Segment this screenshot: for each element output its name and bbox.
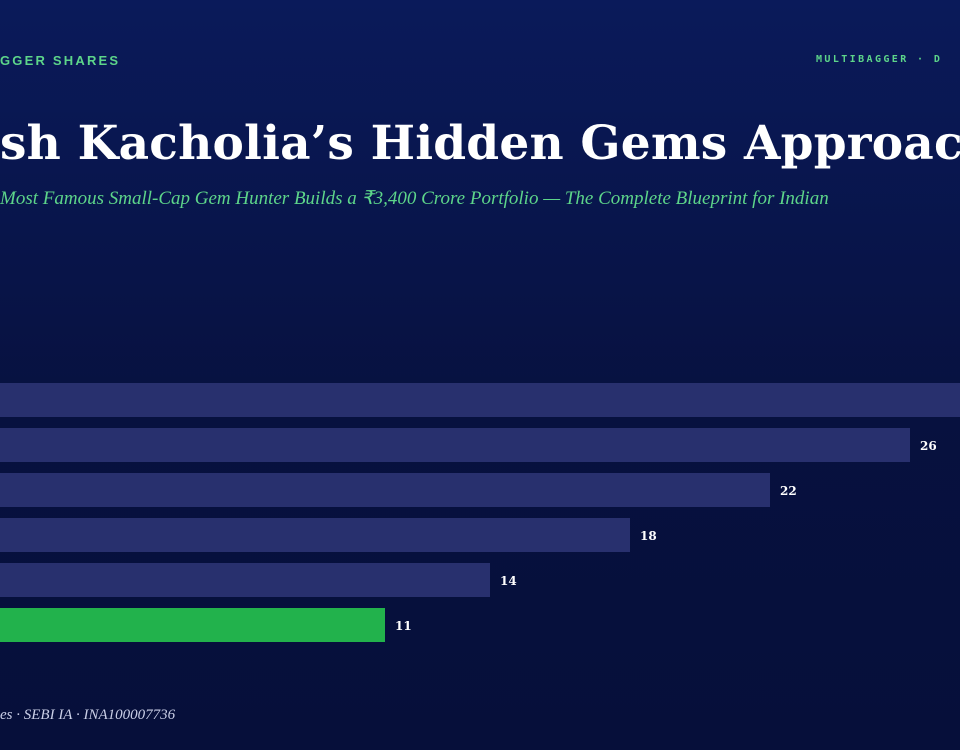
bar [0, 518, 630, 552]
page-title: sh Kacholia’s Hidden Gems Approach [0, 116, 960, 171]
bar [0, 428, 910, 462]
bar-value-label: 11 [395, 619, 412, 633]
brand-tag: MULTIBAGGER · D [816, 54, 943, 65]
bar-chart: 26 22 18 14 11 [0, 383, 960, 642]
bar-value-label: 18 [640, 529, 657, 543]
brand-label: GGER SHARES [0, 53, 121, 68]
bar-value-label: 22 [780, 484, 797, 498]
page-subtitle: Most Famous Small-Cap Gem Hunter Builds … [0, 188, 829, 209]
bar-value-label: 14 [500, 574, 517, 588]
footer-note: es · SEBI IA · INA100007736 [0, 707, 176, 723]
bar [0, 563, 490, 597]
bar [0, 473, 770, 507]
bar-highlight [0, 608, 385, 642]
bar-value-label: 26 [920, 439, 937, 453]
bar [0, 383, 960, 417]
